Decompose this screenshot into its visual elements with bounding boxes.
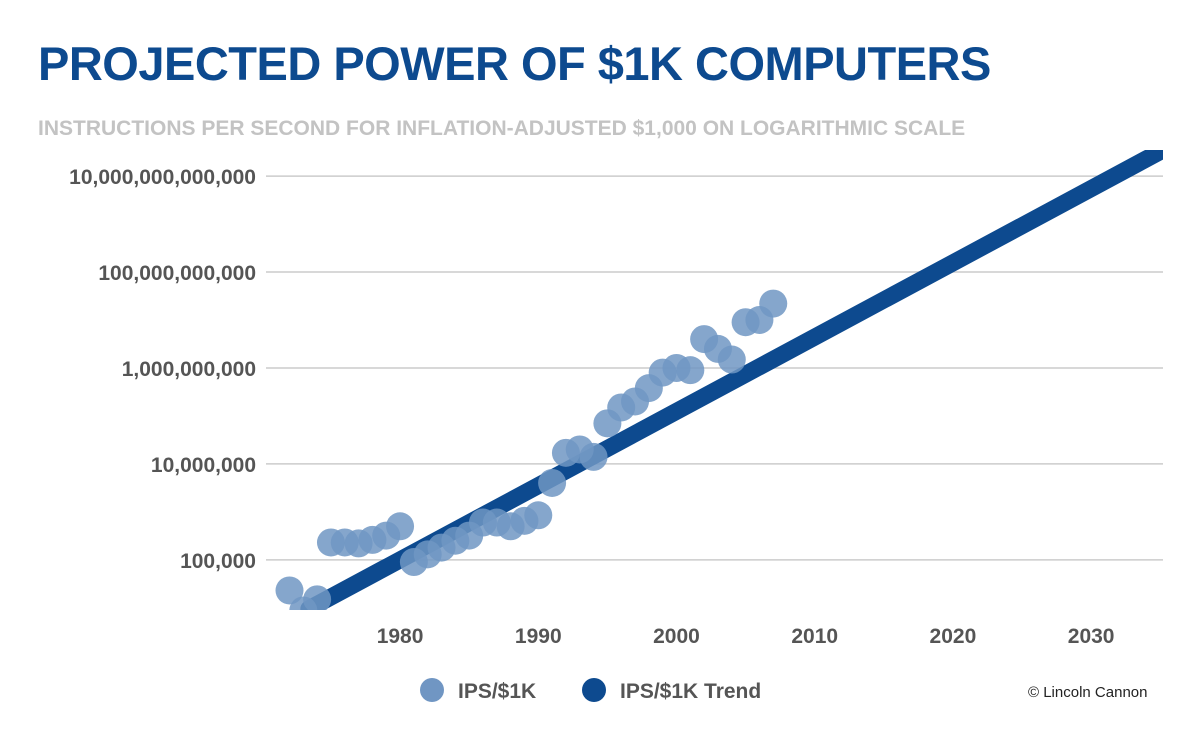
y-tick-label: 10,000,000	[151, 454, 256, 477]
data-point	[275, 576, 304, 605]
chart-subtitle: INSTRUCTIONS PER SECOND FOR INFLATION-AD…	[38, 117, 966, 140]
legend: IPS/$1K IPS/$1K Trend	[420, 678, 761, 703]
chart-title: PROJECTED POWER OF $1K COMPUTERS	[38, 37, 991, 90]
data-point	[524, 501, 553, 530]
gridlines	[266, 175, 1163, 561]
x-tick-label: 2010	[791, 625, 838, 648]
x-axis-ticks: 1980 1990 2000 2010 2020 2030	[377, 625, 1115, 648]
legend-swatch-ips	[420, 678, 444, 702]
credit-text: © Lincoln Cannon	[1028, 684, 1148, 701]
y-tick-label: 1,000,000,000	[122, 358, 256, 381]
legend-swatch-trend	[582, 678, 606, 702]
x-tick-label: 2020	[930, 625, 977, 648]
y-axis-ticks: 100,000 10,000,000 1,000,000,000 100,000,00…	[69, 166, 256, 573]
legend-label-trend: IPS/$1K Trend	[620, 680, 761, 703]
data-point	[676, 356, 705, 385]
y-tick-label: 100,000	[180, 550, 256, 573]
scatter-series	[275, 289, 788, 610]
x-tick-label: 1980	[377, 625, 424, 648]
data-point	[759, 289, 788, 318]
data-point	[538, 468, 567, 497]
x-tick-label: 2000	[653, 625, 700, 648]
data-point	[579, 442, 608, 471]
data-point	[386, 512, 415, 541]
legend-label-ips: IPS/$1K	[458, 680, 536, 703]
x-tick-label: 2030	[1068, 625, 1115, 648]
x-tick-label: 1990	[515, 625, 562, 648]
data-point	[303, 585, 332, 610]
data-point	[717, 345, 746, 374]
y-tick-label: 100,000,000,000	[98, 262, 256, 285]
y-tick-label: 10,000,000,000,000	[69, 166, 256, 189]
